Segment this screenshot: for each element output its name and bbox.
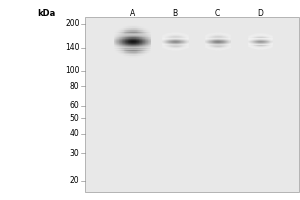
Text: 50: 50 [70, 114, 80, 123]
Text: A: A [130, 8, 135, 18]
Text: D: D [257, 8, 263, 18]
Text: kDa: kDa [38, 8, 56, 18]
Text: C: C [215, 8, 220, 18]
Bar [85, 17, 298, 192]
Text: 40: 40 [70, 129, 80, 138]
Text: 100: 100 [65, 66, 80, 75]
Text: 20: 20 [70, 176, 80, 185]
Text: 140: 140 [65, 43, 80, 52]
Text: 60: 60 [70, 101, 80, 110]
Text: 80: 80 [70, 82, 80, 91]
Text: 30: 30 [70, 149, 80, 158]
Text: B: B [172, 8, 178, 18]
Text: 200: 200 [65, 19, 80, 28]
